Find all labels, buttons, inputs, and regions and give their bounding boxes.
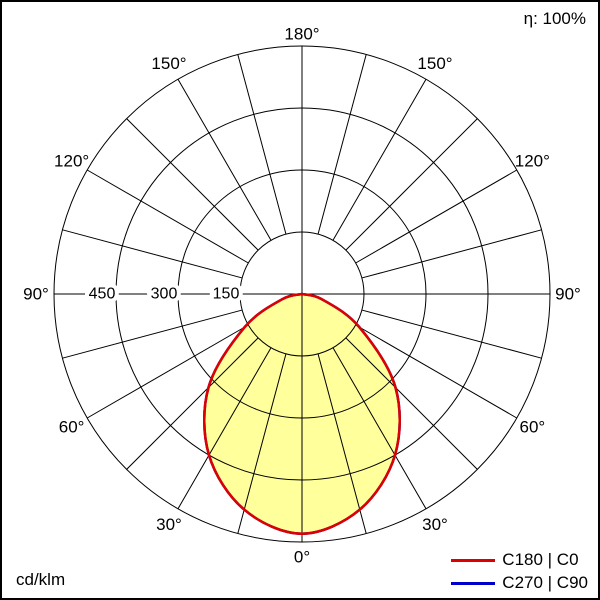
angle-label-150-right: 150° [417,54,452,73]
angle-label-120-right: 120° [515,152,550,171]
angle-label-30-left: 30° [156,515,182,534]
grid-spoke-210 [177,78,272,241]
legend-label-c0: C180 | C0 [502,550,579,569]
grid-spoke-225 [126,118,259,251]
grid-spoke-345 [237,353,287,534]
grid-spoke-30 [332,347,427,510]
ring-label-450: 450 [89,286,116,303]
grid-spoke-285 [62,309,243,359]
legend: C180 | C0 C270 | C90 [451,550,588,593]
grid-spoke-165 [317,54,367,235]
ring-label-300: 300 [151,286,178,303]
angle-label-60-right: 60° [520,418,546,437]
legend-label-c90: C270 | C90 [502,573,588,592]
angle-label-0: 0° [294,548,310,567]
angle-label-180: 180° [284,25,319,44]
legend-item-c90: C270 | C90 [451,573,588,593]
angle-label-30-right: 30° [422,515,448,534]
angle-label-120-left: 120° [54,152,89,171]
grid-spoke-135 [345,118,478,251]
unit-label: cd/klm [16,570,66,589]
grid-spoke-15 [317,353,367,534]
grid-spoke-315 [126,337,259,470]
grid-spoke-45 [345,337,478,470]
grid-spoke-240 [86,169,249,264]
legend-item-c0: C180 | C0 [451,550,588,570]
intensity-curve-c0-c180 [203,292,401,535]
grid-spoke-75 [361,309,542,359]
angle-label-60-left: 60° [59,418,85,437]
angle-label-150-left: 150° [151,54,186,73]
grid-spoke-195 [237,54,287,235]
angle-label-90-left: 90° [23,285,49,304]
grid-spoke-60 [355,324,518,419]
legend-line-c90-icon [451,581,496,585]
ring-label-150: 150 [213,286,240,303]
angle-label-90-right: 90° [555,285,581,304]
grid-spoke-300 [86,324,249,419]
legend-line-c0-icon [451,558,496,562]
grid-spoke-255 [62,229,243,279]
grid-spoke-150 [332,78,427,241]
grid-spoke-105 [361,229,542,279]
grid-spoke-120 [355,169,518,264]
grid-spoke-330 [177,347,272,510]
efficiency-label: η: 100% [523,9,586,28]
